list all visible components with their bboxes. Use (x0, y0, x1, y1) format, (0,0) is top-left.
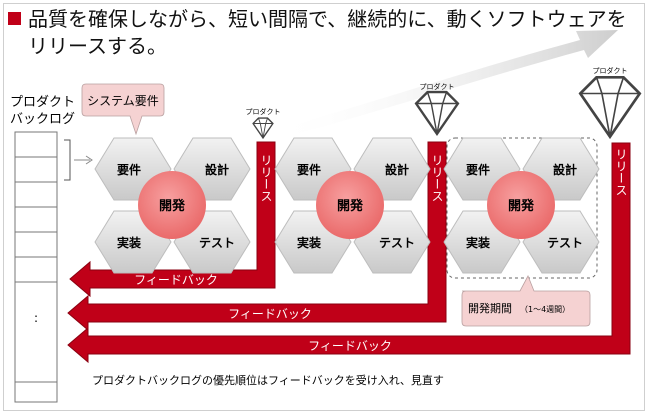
footer-note: プロダクトバックログの優先順位はフィードバックを受け入れ、見直す (92, 373, 444, 387)
period-callout-note: （1～4週間） (520, 305, 570, 314)
product-backlog: プロダクト バックログ : (10, 95, 93, 403)
backlog-dots: : (34, 311, 38, 325)
sprint-period-box (446, 137, 598, 279)
product-label-1: プロダクト (246, 107, 281, 116)
slide-frame (3, 3, 645, 411)
diamond-icon (252, 117, 274, 140)
feedback-arrow-3: フィードバック (67, 142, 631, 364)
svg-text:リリース: リリース (259, 154, 273, 202)
feedback-label-2: フィードバック (228, 307, 312, 321)
hex-impl-1: 実装 (117, 235, 141, 250)
sprint-2: 要件 設計 実装 テスト 開発 (274, 137, 431, 274)
dev-circle-2 (316, 171, 384, 239)
product-label-3: プロダクト (593, 66, 628, 75)
feedback-arrow-1: フィードバック (69, 141, 276, 298)
dev-label-2: 開発 (337, 198, 364, 214)
diamond-icon (578, 75, 642, 140)
dev-circle-3 (487, 171, 555, 239)
hex-impl-3: 実装 (466, 235, 490, 250)
svg-text:リリース: リリース (614, 148, 628, 196)
hex-impl-2: 実装 (297, 235, 321, 250)
sprint-1: 要件 設計 実装 テスト 開発 (94, 137, 251, 274)
hex-test-1: テスト (199, 236, 235, 250)
hex-design-1: 設計 (205, 162, 229, 177)
hex-design-3: 設計 (553, 162, 577, 177)
hex-req-1: 要件 (117, 162, 141, 177)
svg-text:リリース: リリース (430, 154, 444, 202)
hex-design-2: 設計 (385, 162, 409, 177)
period-callout-text: 開発期間 (468, 301, 512, 315)
release-label-3: リリース (614, 148, 628, 196)
feedback-arrow-2: フィードバック (67, 141, 447, 332)
hex-req-2: 要件 (297, 162, 321, 177)
dev-label-3: 開発 (508, 198, 535, 214)
callout-text: システム要件 (87, 94, 159, 108)
release-label-2: リリース (430, 154, 444, 202)
diamond-icon (414, 90, 460, 136)
feedback-label-1: フィードバック (134, 273, 218, 287)
growth-arrow (270, 30, 618, 140)
hex-test-2: テスト (379, 236, 415, 250)
dev-circle-1 (138, 171, 206, 239)
hex-test-3: テスト (547, 236, 583, 250)
hex-req-3: 要件 (466, 162, 490, 177)
product-label-2: プロダクト (420, 82, 455, 91)
dev-period-callout: 開発期間 （1～4週間） (461, 275, 591, 327)
feedback-label-3: フィードバック (308, 339, 392, 353)
backlog-label-line1: プロダクト (10, 95, 75, 110)
dev-label-1: 開発 (159, 198, 186, 214)
page-title: 品質を確保しながら、短い間隔で、継続的に、動くソフトウェアをリリースする。 (28, 7, 627, 58)
release-label-1: リリース (259, 154, 273, 202)
backlog-label-line2: バックログ (10, 112, 75, 127)
system-requirements-callout: システム要件 (81, 83, 165, 136)
title-bullet (8, 12, 21, 25)
sprint-3: 要件 設計 実装 テスト 開発 (443, 137, 600, 274)
